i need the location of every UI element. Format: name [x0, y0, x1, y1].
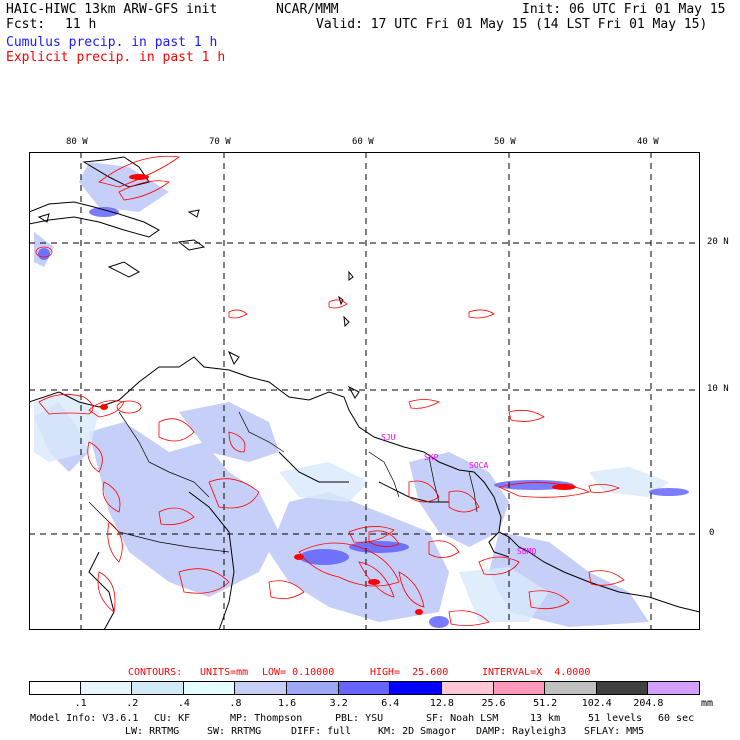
model-info-sflay: SFLAY: MM5 [584, 726, 645, 737]
lat-lon-grid [29, 152, 700, 630]
cumulus-light-areas [34, 392, 669, 622]
model-info-sf: SF: Noah LSM [426, 713, 499, 724]
model-title: HAIC-HIWC 13km ARW-GFS init [6, 2, 218, 17]
legend-swatch [80, 681, 133, 695]
model-info-version: Model Info: V3.6.1 [30, 713, 139, 724]
model-info-mp: MP: Thompson [230, 713, 303, 724]
lon-label-40w: 40 W [637, 137, 659, 147]
model-info-cu: CU: KF [154, 713, 191, 724]
legend-swatch [183, 681, 236, 695]
lat-label-10n: 10 N [707, 384, 729, 394]
model-info-diff: DIFF: full [291, 726, 352, 737]
precip-color-bar [29, 681, 700, 695]
init-time: Init: 06 UTC Fri 01 May 15 [522, 2, 726, 17]
legend-level-label: .2 [126, 698, 139, 709]
lon-label-60w: 60 W [352, 137, 374, 147]
model-info-lw: LW: RRTMG [125, 726, 180, 737]
legend-swatch [648, 681, 700, 695]
legend-swatch [235, 681, 288, 695]
legend-swatch [545, 681, 597, 695]
legend-swatch [132, 681, 184, 695]
valid-time: Valid: 17 UTC Fri 01 May 15 (14 LST Fri … [316, 17, 708, 32]
station-skp: SKP [424, 453, 439, 462]
cumulus-legend-label: Cumulus precip. in past 1 h [6, 35, 218, 50]
forecast-label: Fcst: [6, 17, 46, 32]
station-markers: SJU SKP SOCA SBMQ [381, 433, 536, 556]
lat-label-20n: 20 N [707, 237, 729, 247]
forecast-hour: 11 h [65, 17, 97, 32]
model-info-timestep: 60 sec [658, 713, 695, 724]
model-info-sw: SW: RRTMG [207, 726, 262, 737]
legend-level-label: 102.4 [581, 698, 612, 709]
legend-level-label: .4 [177, 698, 190, 709]
station-sbmq: SBMQ [517, 547, 536, 556]
legend-level-label: 25.6 [481, 698, 506, 709]
station-soca: SOCA [469, 461, 488, 470]
coastlines [29, 156, 700, 630]
explicit-precip-contours [35, 155, 625, 626]
organization: NCAR/MMM [276, 2, 339, 17]
lat-label-equator: 0 [709, 528, 715, 538]
contours-high: HIGH= 25.600 [370, 667, 449, 678]
contours-label: CONTOURS: [128, 667, 183, 678]
legend-swatch [493, 681, 546, 695]
legend-swatch [390, 681, 442, 695]
legend-unit: mm [700, 698, 714, 709]
model-info-pbl: PBL: YSU [335, 713, 384, 724]
legend-level-label: 12.8 [429, 698, 454, 709]
station-sju: SJU [381, 433, 396, 442]
precip-map: SJU SKP SOCA SBMQ [29, 152, 700, 630]
legend-level-label: 6.4 [381, 698, 400, 709]
cumulus-heavy-areas [38, 207, 689, 628]
legend-swatch [29, 681, 81, 695]
explicit-precip-cores [100, 174, 576, 615]
legend-level-label: 204.8 [633, 698, 664, 709]
legend-level-label: 1.6 [278, 698, 297, 709]
legend-level-label: .1 [74, 698, 87, 709]
legend-level-label: 3.2 [329, 698, 348, 709]
legend-swatch [338, 681, 391, 695]
model-info-km: KM: 2D Smagor [378, 726, 457, 737]
legend-swatch [596, 681, 649, 695]
lon-label-80w: 80 W [66, 137, 88, 147]
contours-interval: INTERVAL=X 4.0000 [482, 667, 591, 678]
legend-swatch [441, 681, 494, 695]
model-info-levels: 51 levels [588, 713, 643, 724]
contours-units: UNITS=mm [200, 667, 249, 678]
model-info-damp: DAMP: Rayleigh3 [476, 726, 567, 737]
explicit-legend-label: Explicit precip. in past 1 h [6, 50, 226, 65]
lon-label-70w: 70 W [209, 137, 231, 147]
legend-level-label: 51.2 [533, 698, 558, 709]
legend-level-label: .8 [229, 698, 242, 709]
lon-label-50w: 50 W [494, 137, 516, 147]
legend-swatch [287, 681, 339, 695]
model-info-resolution: 13 km [530, 713, 561, 724]
contours-low: LOW= 0.10000 [262, 667, 335, 678]
